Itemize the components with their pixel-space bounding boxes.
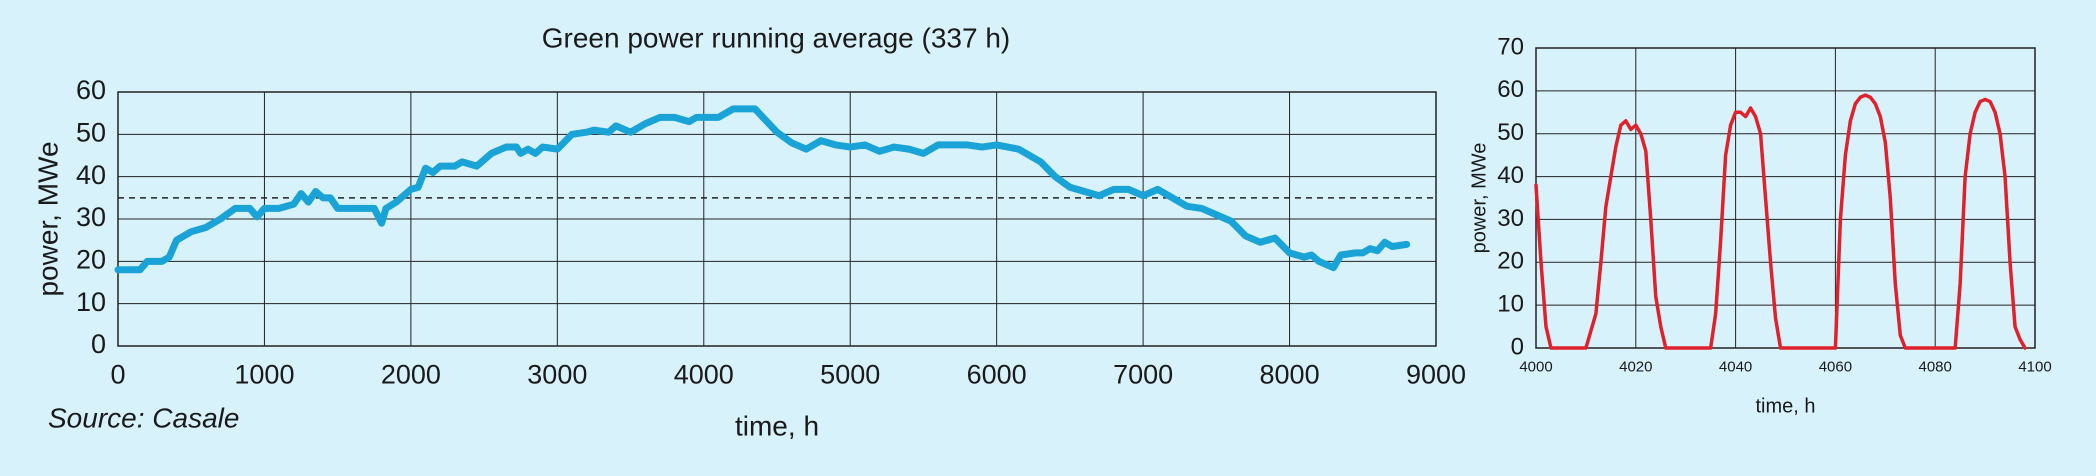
x-tick-label: 4040 — [1719, 358, 1752, 375]
y-tick-label: 0 — [91, 329, 106, 359]
y-tick-label: 10 — [1497, 290, 1524, 317]
x-tick-label: 1000 — [234, 359, 294, 389]
y-tick-label: 50 — [1497, 119, 1524, 146]
x-tick-label: 4100 — [2018, 358, 2051, 375]
data-line — [114, 105, 1411, 274]
y-tick-label: 10 — [76, 287, 106, 317]
y-tick-label: 40 — [1497, 162, 1524, 189]
y-tick-label: 30 — [76, 202, 106, 232]
x-tick-label: 6000 — [967, 359, 1027, 389]
x-axis-label: time, h — [735, 410, 819, 441]
x-tick-label: 4080 — [1919, 358, 1952, 375]
x-tick-label: 4000 — [1519, 358, 1552, 375]
x-axis-label: time, h — [1755, 395, 1815, 417]
x-tick-label: 8000 — [1260, 359, 1320, 389]
x-tick-label: 5000 — [820, 359, 880, 389]
y-tick-label: 20 — [76, 244, 106, 274]
y-tick-label: 20 — [1497, 248, 1524, 275]
y-tick-label: 70 — [1497, 33, 1524, 60]
y-axis-label: power, MWe — [32, 141, 63, 296]
y-tick-label: 40 — [76, 160, 106, 190]
y-tick-label: 50 — [76, 117, 106, 147]
x-tick-label: 4020 — [1619, 358, 1652, 375]
y-tick-label: 0 — [1511, 333, 1524, 360]
x-tick-label: 4000 — [674, 359, 734, 389]
plot-frame — [117, 91, 1437, 347]
data-line — [1534, 93, 2027, 350]
x-tick-label: 3000 — [527, 359, 587, 389]
x-tick-label: 7000 — [1113, 359, 1173, 389]
x-tick-label: 2000 — [381, 359, 441, 389]
y-tick-label: 60 — [76, 75, 106, 105]
source: Source: Casale — [48, 402, 239, 433]
y-axis-label: power, MWe — [1468, 143, 1490, 254]
chart-title: Green power running average (337 h) — [542, 22, 1011, 53]
x-tick-label: 9000 — [1406, 359, 1466, 389]
y-tick-label: 60 — [1497, 76, 1524, 103]
x-tick-label: 0 — [110, 359, 125, 389]
y-tick-label: 30 — [1497, 205, 1524, 232]
x-tick-label: 4060 — [1819, 358, 1852, 375]
